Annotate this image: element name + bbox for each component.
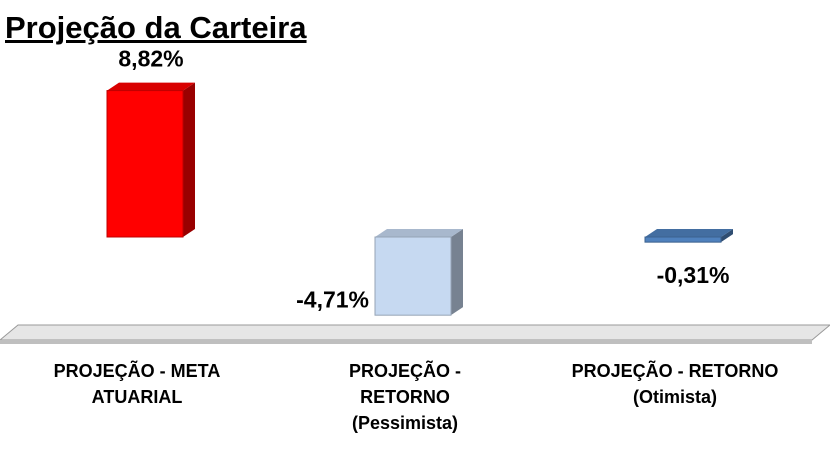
value-label: 8,82% xyxy=(118,46,183,72)
value-label: -0,31% xyxy=(657,262,730,288)
bar-top xyxy=(107,82,195,91)
bar-top xyxy=(375,229,463,237)
bar xyxy=(374,236,452,316)
chart-title: Projeção da Carteira xyxy=(5,10,307,45)
floor-edge xyxy=(0,340,812,344)
category-label: PROJEÇÃO - RETORNO (Otimista) xyxy=(571,361,779,407)
floor xyxy=(0,324,830,341)
bar-side xyxy=(451,229,463,316)
category-label: PROJEÇÃO - META ATUARIAL xyxy=(53,361,221,407)
bar xyxy=(644,236,722,243)
bar-side xyxy=(183,82,195,237)
bar xyxy=(106,90,184,238)
value-label: -4,71% xyxy=(296,286,369,312)
bar-top xyxy=(645,229,733,237)
category-label: PROJEÇÃO - RETORNO (Pessimista) xyxy=(348,361,462,433)
bar-side xyxy=(721,229,733,243)
